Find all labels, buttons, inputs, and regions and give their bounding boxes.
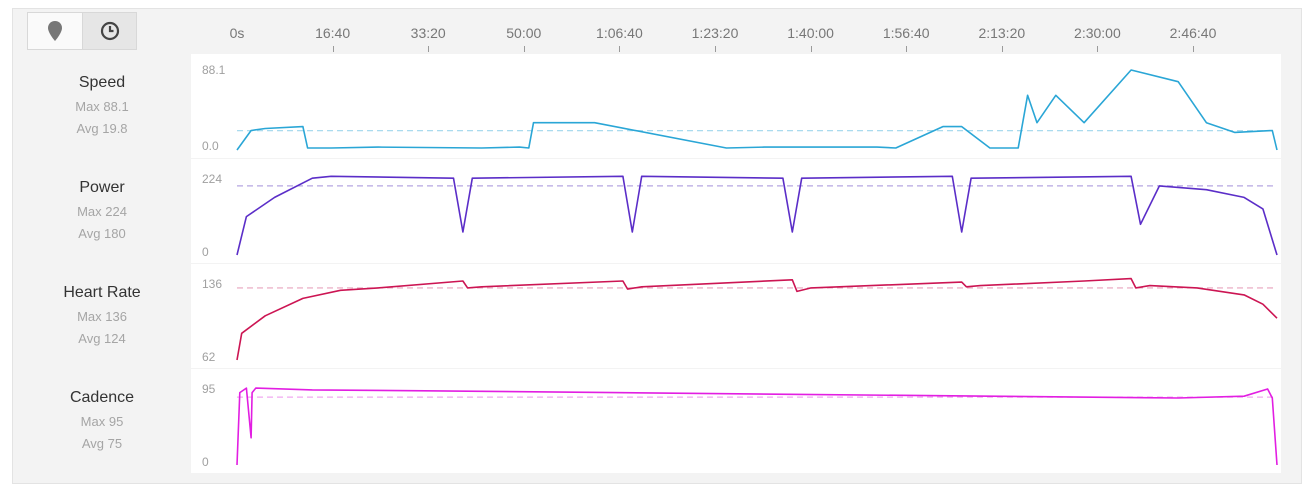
activity-chart-panel: 0s 16:40 33:20 50:00 1:06:40 1:23:20 1:40:00 1:… (12, 8, 1302, 484)
metric-name: Speed (78, 74, 126, 91)
time-tick-label: 1:06:40 (596, 25, 643, 41)
y-max-label: 224 (202, 172, 223, 186)
heart-rate-line-chart (236, 277, 1278, 361)
time-mode-button[interactable] (82, 13, 136, 49)
time-tick-label: 2:46:40 (1169, 25, 1217, 41)
y-min-label: 0 (202, 455, 209, 469)
power-plot[interactable]: 224 0 (191, 159, 1281, 263)
metric-avg: Avg 124 (78, 331, 126, 346)
metric-name: Heart Rate (63, 284, 141, 301)
time-tick-mark (523, 46, 525, 52)
y-max-label: 136 (202, 277, 223, 291)
time-tick-mark (619, 46, 621, 52)
time-tick-label: 33:20 (410, 25, 446, 41)
time-tick-mark (1001, 46, 1003, 52)
time-tick-label: 50:00 (506, 25, 542, 41)
power-line-chart (236, 175, 1278, 256)
speed-line-chart (236, 69, 1278, 151)
cadence-plot[interactable]: 95 0 (191, 369, 1281, 473)
heart-rate-row: Heart Rate Max 136 Avg 124 136 62 (13, 264, 1301, 368)
time-tick-mark (810, 46, 812, 52)
speed-plot[interactable]: 88.1 0.0 (191, 54, 1281, 158)
series-line (236, 69, 1278, 151)
power-label-panel: Power Max 224 Avg 180 (13, 159, 191, 263)
y-min-label: 0 (202, 245, 209, 259)
cadence-line-chart (236, 387, 1278, 466)
cadence-label-panel: Cadence Max 95 Avg 75 (13, 369, 191, 473)
y-min-label: 0.0 (202, 139, 219, 153)
time-tick-mark (715, 46, 716, 52)
metric-avg: Avg 19.8 (76, 121, 128, 136)
metric-max: Max 224 (77, 204, 127, 219)
clock-icon (100, 21, 119, 41)
speed-row: Speed Max 88.1 Avg 19.8 88.1 0.0 (13, 54, 1301, 158)
series-line (236, 175, 1278, 256)
speed-label-panel: Speed Max 88.1 Avg 19.8 (13, 54, 191, 158)
time-tick-mark (332, 46, 334, 52)
y-max-label: 88.1 (202, 63, 226, 77)
x-axis-mode-toggle (27, 12, 137, 50)
chart-toolbar: 0s 16:40 33:20 50:00 1:06:40 1:23:20 1:40:00 1:… (13, 9, 1301, 53)
time-tick-label: 2:30:00 (1074, 25, 1121, 41)
time-tick-mark (906, 46, 908, 52)
metric-max: Max 88.1 (75, 99, 129, 114)
cadence-row: Cadence Max 95 Avg 75 95 0 (13, 369, 1301, 473)
metric-max: Max 95 (80, 414, 124, 429)
metric-avg: Avg 75 (81, 436, 123, 451)
time-tick-mark (1193, 46, 1194, 52)
metric-name: Power (79, 179, 125, 196)
time-tick-label: 0s (229, 25, 245, 41)
time-tick-mark (1097, 46, 1099, 52)
time-axis: 0s 16:40 33:20 50:00 1:06:40 1:23:20 1:40:00 1:… (13, 9, 1301, 53)
time-tick-mark (428, 46, 430, 52)
time-tick-label: 1:56:40 (882, 25, 930, 41)
series-line (236, 277, 1278, 361)
metric-max: Max 136 (77, 309, 127, 324)
y-min-label: 62 (202, 350, 216, 364)
power-row: Power Max 224 Avg 180 224 0 (13, 159, 1301, 263)
time-tick-label: 1:23:20 (691, 25, 739, 41)
heart-rate-label-panel: Heart Rate Max 136 Avg 124 (13, 264, 191, 368)
location-pin-icon (48, 21, 62, 41)
time-tick-label: 16:40 (315, 25, 351, 41)
time-tick-label: 1:40:00 (787, 25, 834, 41)
metric-avg: Avg 180 (78, 226, 126, 241)
time-tick-label: 2:13:20 (978, 25, 1026, 41)
y-max-label: 95 (202, 382, 216, 396)
heart-rate-plot[interactable]: 136 62 (191, 264, 1281, 368)
distance-mode-button[interactable] (28, 13, 82, 49)
series-line (236, 387, 1278, 466)
metric-name: Cadence (69, 389, 135, 406)
